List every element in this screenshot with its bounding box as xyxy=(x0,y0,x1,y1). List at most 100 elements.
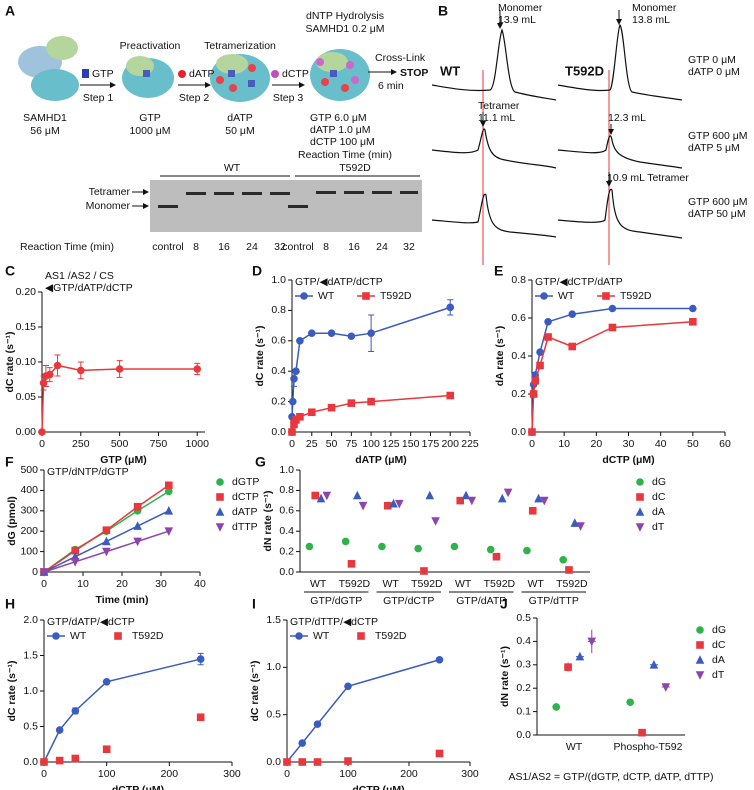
x-tick-label: 200 xyxy=(161,768,179,780)
point xyxy=(559,555,567,564)
chart-title: GTP/dNTP/dGTP xyxy=(47,466,129,478)
y-tick-label: 0.0 xyxy=(23,756,38,768)
stage-text: SAMHD1 0.2 μM xyxy=(306,23,385,35)
reagent: dCTP xyxy=(282,68,309,80)
point xyxy=(70,558,80,567)
y-tick-label: 0.0 xyxy=(266,756,281,768)
point xyxy=(133,537,142,547)
y-tick-label: 0.8 xyxy=(511,274,526,286)
legend-label: dCTP xyxy=(232,491,259,503)
lane-label: 24 xyxy=(246,241,258,253)
legend-label: WT xyxy=(70,630,87,642)
x-tick-label: 150 xyxy=(402,438,420,450)
point xyxy=(347,399,356,407)
x-tick-label: 0 xyxy=(529,438,535,450)
point xyxy=(40,758,48,766)
point xyxy=(39,568,49,577)
point xyxy=(102,547,111,557)
chart-title: GTP/◀dATP/dCTP xyxy=(295,276,383,288)
legend-label: WT xyxy=(558,290,575,302)
x-tick-label: 300 xyxy=(223,768,241,780)
y-tick-label: 0.5 xyxy=(23,720,38,732)
point xyxy=(587,637,597,647)
point xyxy=(53,361,62,370)
legend-label: T592D xyxy=(132,630,164,642)
point xyxy=(133,502,142,511)
legend-label: WT xyxy=(318,290,335,302)
gel xyxy=(150,180,422,232)
x-tick-label: 1000 xyxy=(186,438,210,450)
stage-text: dATP xyxy=(227,112,252,124)
annotation: 13.9 mL xyxy=(498,14,536,26)
lane-label: 16 xyxy=(218,241,230,253)
band-label: Tetramer xyxy=(89,186,131,198)
point xyxy=(296,337,304,345)
y-tick-label: 0.15 xyxy=(16,321,37,333)
variant: WT xyxy=(440,63,460,78)
point xyxy=(283,758,291,766)
legend-marker xyxy=(295,632,303,640)
point xyxy=(102,745,111,754)
point xyxy=(298,739,307,747)
legend-label: WT xyxy=(313,630,330,642)
point xyxy=(544,318,552,326)
y-tick-label: 1.0 xyxy=(23,685,38,697)
point xyxy=(322,491,332,501)
point xyxy=(327,329,336,338)
panel-label: B xyxy=(438,3,448,19)
point xyxy=(71,754,80,763)
legend-marker xyxy=(216,493,224,501)
point xyxy=(305,542,314,551)
point xyxy=(536,361,544,370)
y-tick-label: 0.2 xyxy=(279,545,294,557)
x-tick-label: 10 xyxy=(77,578,89,590)
point xyxy=(133,521,142,530)
x-tick-label: Phospho-T592 xyxy=(614,741,683,753)
y-tick-label: 0.4 xyxy=(279,525,294,537)
point xyxy=(661,683,671,692)
protein-name: SAMHD1 xyxy=(23,112,67,124)
legend-marker xyxy=(636,493,644,501)
datp-icon xyxy=(178,70,186,78)
point xyxy=(165,487,173,496)
y-tick-label: 0.0 xyxy=(271,426,286,438)
legend-marker xyxy=(602,292,610,300)
point xyxy=(71,707,80,715)
x-tick-label: 200 xyxy=(441,438,459,450)
x-tick-label: 40 xyxy=(194,578,206,590)
point xyxy=(55,726,64,734)
point xyxy=(77,366,85,375)
y-tick-label: 0.4 xyxy=(516,635,531,647)
x-tick-label: WT xyxy=(310,578,327,590)
y-tick-label: 0.2 xyxy=(516,682,531,694)
reagent: GTP xyxy=(92,68,114,80)
stop: STOP xyxy=(400,67,428,79)
condition: dATP 5 μM xyxy=(688,142,740,154)
crosslink-time: 6 min xyxy=(378,80,404,92)
point xyxy=(164,506,174,515)
lane-label: 16 xyxy=(348,241,360,253)
point xyxy=(568,342,577,351)
legend-label: dG xyxy=(712,624,726,636)
point xyxy=(534,493,543,503)
point xyxy=(531,376,540,385)
reagent: dATP xyxy=(189,68,214,80)
y-tick-label: 0.8 xyxy=(271,304,286,316)
y-tick-label: 0.20 xyxy=(16,286,37,298)
point xyxy=(420,567,428,575)
condition: dCTP 100 μM xyxy=(310,136,375,148)
legend-marker xyxy=(114,632,122,640)
point xyxy=(389,498,398,508)
y-tick-label: 500 xyxy=(20,464,38,476)
y-tick-label: 1.5 xyxy=(23,649,38,661)
point xyxy=(316,493,326,503)
point xyxy=(296,413,304,421)
x-tick-label: 300 xyxy=(461,768,479,780)
point xyxy=(378,542,386,551)
stage-title: Tetramerization xyxy=(204,40,276,52)
y-tick-label: 0.0 xyxy=(516,729,531,741)
y-tick-label: 0.3 xyxy=(516,659,531,671)
annotation: Monomer xyxy=(632,2,677,14)
